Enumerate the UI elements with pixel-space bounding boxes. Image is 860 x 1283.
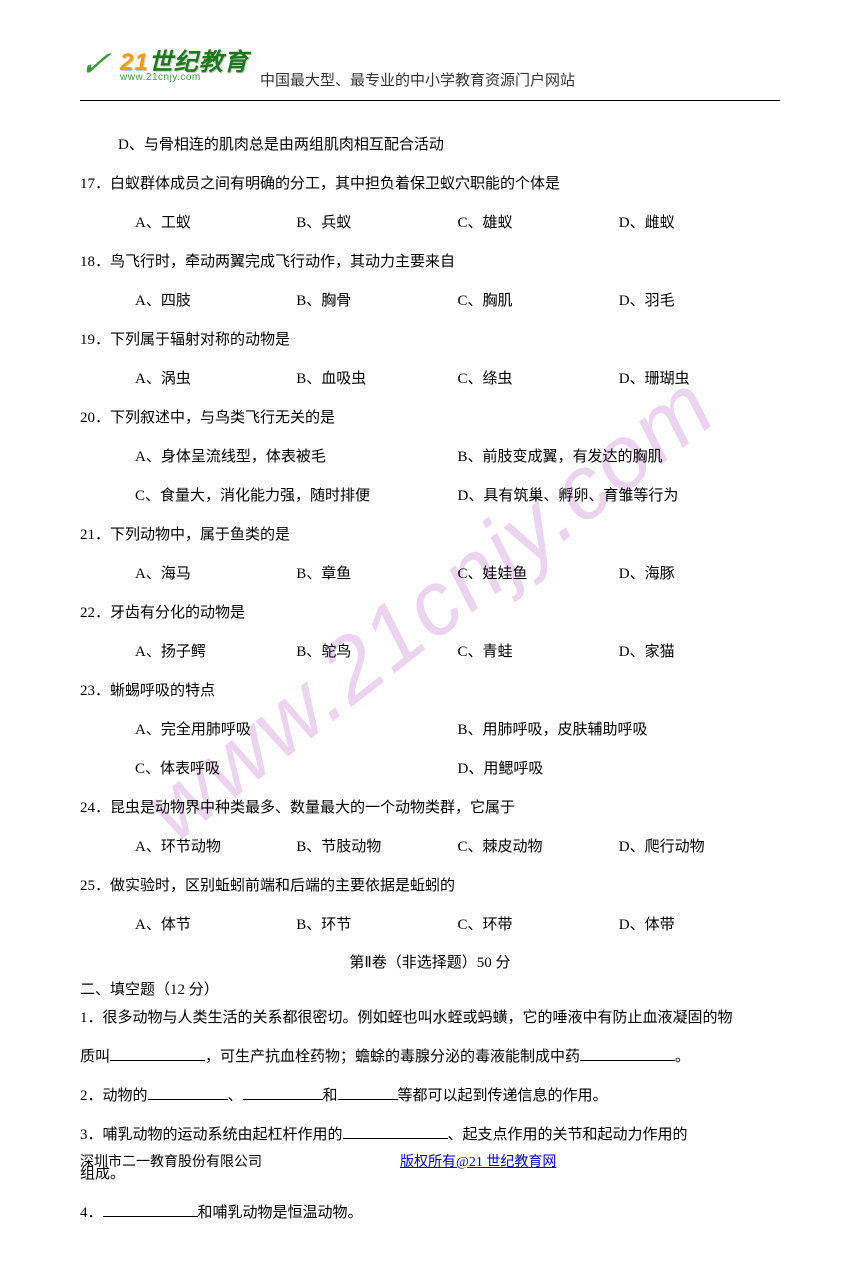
runner-icon: ✓ xyxy=(76,43,114,85)
option: C、体表呼吸 xyxy=(135,750,458,789)
option: A、四肢 xyxy=(135,282,296,321)
option: A、体节 xyxy=(135,906,296,945)
option-row: A、体节B、环节C、环带D、体带 xyxy=(80,906,780,945)
header-tagline: 中国最大型、最专业的中小学教育资源门户网站 xyxy=(260,69,575,95)
option-row: C、食量大，消化能力强，随时排便D、具有筑巢、孵卵、育雏等行为 xyxy=(80,477,780,516)
option: D、羽毛 xyxy=(619,282,780,321)
option: A、扬子鳄 xyxy=(135,633,296,672)
question-line: 19．下列属于辐射对称的动物是 xyxy=(80,321,780,360)
blank[interactable] xyxy=(343,1124,448,1139)
blank[interactable] xyxy=(338,1085,398,1100)
option: B、血吸虫 xyxy=(296,360,457,399)
header: ✓ 21世纪教育 www.21cnjy.com 中国最大型、最专业的中小学教育资… xyxy=(80,40,780,101)
option: A、完全用肺呼吸 xyxy=(135,711,458,750)
option-row: C、体表呼吸D、用鳃呼吸 xyxy=(80,750,780,789)
option: A、涡虫 xyxy=(135,360,296,399)
option: C、食量大，消化能力强，随时排便 xyxy=(135,477,458,516)
option: C、雄蚁 xyxy=(458,204,619,243)
option: A、海马 xyxy=(135,555,296,594)
option-row: A、海马B、章鱼C、娃娃鱼D、海豚 xyxy=(80,555,780,594)
question-line: 18．鸟飞行时，牵动两翼完成飞行动作，其动力主要来自 xyxy=(80,243,780,282)
option: B、环节 xyxy=(296,906,457,945)
option: B、用肺呼吸，皮肤辅助呼吸 xyxy=(458,711,781,750)
option: C、绦虫 xyxy=(458,360,619,399)
option: D、海豚 xyxy=(619,555,780,594)
blank[interactable] xyxy=(148,1085,228,1100)
option-row: A、工蚁B、兵蚁C、雄蚁D、雌蚁 xyxy=(80,204,780,243)
blank[interactable] xyxy=(580,1046,675,1061)
option: D、雌蚁 xyxy=(619,204,780,243)
fill-q1-line2: 质叫，可生产抗血栓药物；蟾蜍的毒腺分泌的毒液能制成中药。 xyxy=(80,1038,780,1077)
option: B、节肢动物 xyxy=(296,828,457,867)
option-row: A、扬子鳄B、鸵鸟C、青蛙D、家猫 xyxy=(80,633,780,672)
option: C、娃娃鱼 xyxy=(458,555,619,594)
option-row: A、身体呈流线型，体表被毛B、前肢变成翼，有发达的胸肌 xyxy=(80,438,780,477)
option: B、章鱼 xyxy=(296,555,457,594)
option: B、前肢变成翼，有发达的胸肌 xyxy=(458,438,781,477)
fill-heading: 二、填空题（12 分） xyxy=(80,978,780,999)
blank[interactable] xyxy=(103,1202,198,1217)
option: D、具有筑巢、孵卵、育雏等行为 xyxy=(458,477,781,516)
option: D、体带 xyxy=(619,906,780,945)
question-line: 25．做实验时，区别蚯蚓前端和后端的主要依据是蚯蚓的 xyxy=(80,867,780,906)
option: D、家猫 xyxy=(619,633,780,672)
site-logo: ✓ 21世纪教育 www.21cnjy.com xyxy=(80,40,250,95)
question-line: D、与骨相连的肌肉总是由两组肌肉相互配合活动 xyxy=(80,126,780,165)
fill-q1-line1: 1．很多动物与人类生活的关系都很密切。例如蛭也叫水蛭或蚂蟥，它的唾液中有防止血液… xyxy=(80,999,780,1038)
page-container: ✓ 21世纪教育 www.21cnjy.com 中国最大型、最专业的中小学教育资… xyxy=(0,0,860,1283)
question-line: 20．下列叙述中，与鸟类飞行无关的是 xyxy=(80,399,780,438)
option: D、爬行动物 xyxy=(619,828,780,867)
option: B、胸骨 xyxy=(296,282,457,321)
option: A、环节动物 xyxy=(135,828,296,867)
option: B、鸵鸟 xyxy=(296,633,457,672)
question-line: 24．昆虫是动物界中种类最多、数量最大的一个动物类群，它属于 xyxy=(80,789,780,828)
option-row: A、四肢B、胸骨C、胸肌D、羽毛 xyxy=(80,282,780,321)
option: D、珊瑚虫 xyxy=(619,360,780,399)
option: C、棘皮动物 xyxy=(458,828,619,867)
logo-url: www.21cnjy.com xyxy=(120,72,201,83)
option-row: A、环节动物B、节肢动物C、棘皮动物D、爬行动物 xyxy=(80,828,780,867)
option: A、工蚁 xyxy=(135,204,296,243)
footer-company: 深圳市二一教育股份有限公司 xyxy=(80,1151,400,1171)
question-line: 17．白蚁群体成员之间有明确的分工，其中担负着保卫蚁穴职能的个体是 xyxy=(80,165,780,204)
option: D、用鳃呼吸 xyxy=(458,750,781,789)
option-row: A、涡虫B、血吸虫C、绦虫D、珊瑚虫 xyxy=(80,360,780,399)
option-row: A、完全用肺呼吸B、用肺呼吸，皮肤辅助呼吸 xyxy=(80,711,780,750)
fill-q2: 2．动物的、和等都可以起到传递信息的作用。 xyxy=(80,1077,780,1116)
option: C、青蛙 xyxy=(458,633,619,672)
fill-q4: 4．和哺乳动物是恒温动物。 xyxy=(80,1194,780,1233)
option: C、环带 xyxy=(458,906,619,945)
blank[interactable] xyxy=(243,1085,323,1100)
option: C、胸肌 xyxy=(458,282,619,321)
option: B、兵蚁 xyxy=(296,204,457,243)
content-body: D、与骨相连的肌肉总是由两组肌肉相互配合活动17．白蚁群体成员之间有明确的分工，… xyxy=(80,126,780,945)
question-line: 23．蜥蜴呼吸的特点 xyxy=(80,672,780,711)
option: A、身体呈流线型，体表被毛 xyxy=(135,438,458,477)
footer-copyright-link[interactable]: 版权所有@21 世纪教育网 xyxy=(400,1151,556,1171)
section-2-title: 第Ⅱ卷（非选择题）50 分 xyxy=(80,951,780,972)
fill-q3-line1: 3．哺乳动物的运动系统由起杠杆作用的、起支点作用的关节和起动力作用的 xyxy=(80,1116,780,1155)
blank[interactable] xyxy=(110,1046,205,1061)
question-line: 21．下列动物中，属于鱼类的是 xyxy=(80,516,780,555)
footer: 深圳市二一教育股份有限公司 版权所有@21 世纪教育网 xyxy=(80,1151,780,1171)
question-line: 22．牙齿有分化的动物是 xyxy=(80,594,780,633)
